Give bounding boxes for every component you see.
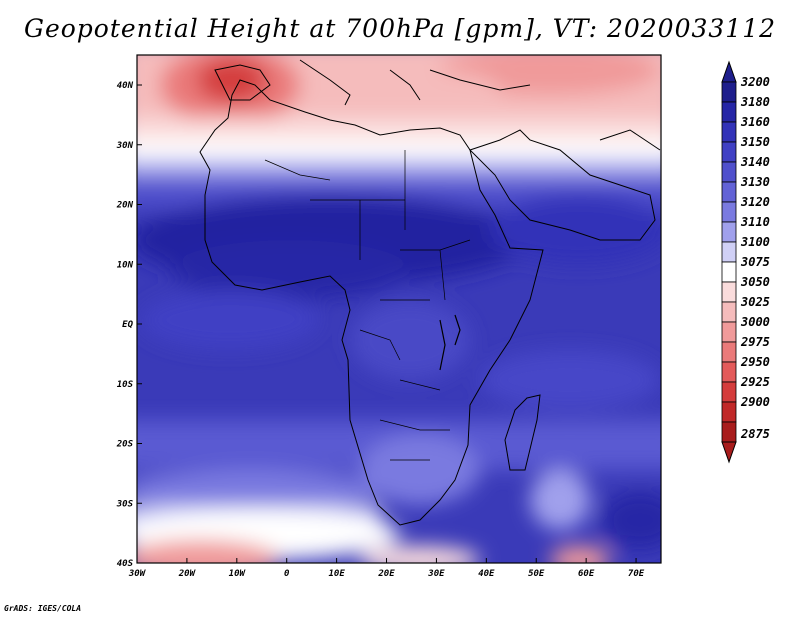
lon-tick-label: 50E (528, 569, 545, 579)
colorbar-swatch (721, 201, 737, 223)
colorbar-level-label: 3100 (740, 235, 770, 249)
lat-tick-label: 40S (117, 559, 134, 569)
europe-coastline (299, 59, 531, 106)
colorbar-swatch (721, 401, 737, 423)
map-frame (136, 54, 662, 564)
longitude-tick-labels: 30W 20W 10W 0 10E 20E 30E 40E 50E 60E 70E (128, 569, 645, 579)
colorbar-level-label: 3025 (740, 295, 770, 309)
lon-tick-label: 20W (178, 569, 197, 579)
colorbar-level-label: 2975 (740, 335, 770, 349)
colorbar-level-label: 2900 (740, 395, 770, 409)
lat-tick-label: 30N (116, 141, 134, 151)
colorbar-upper-arrow (721, 60, 737, 83)
lat-tick-label: 10N (117, 260, 134, 270)
colorbar-swatch (721, 141, 737, 163)
colorbar-level-label: 2875 (740, 427, 770, 441)
colorbar-level-label: 2950 (740, 355, 770, 369)
colorbar-swatch (721, 161, 737, 183)
lat-tick-label: 10S (117, 380, 134, 390)
lon-tick-label: 40E (478, 569, 495, 579)
lon-tick-label: 30E (427, 569, 445, 579)
country-borders (264, 150, 471, 461)
lon-tick-label: 30W (128, 569, 147, 579)
lat-tick-label: 40N (117, 81, 134, 91)
arabia-coastline (469, 129, 656, 241)
height-field (137, 55, 661, 563)
colorbar-lower-arrow (721, 441, 737, 464)
colorbar-level-label: 3120 (740, 195, 770, 209)
colorbar-swatch (721, 321, 737, 343)
tick-marks (136, 84, 637, 564)
latitude-tick-labels: 40N 30N 20N 10N EQ 10S 20S 30S 40S (116, 81, 134, 569)
lon-tick-label: 70E (628, 569, 645, 579)
coastlines (199, 59, 661, 526)
colorbar-swatch (721, 81, 737, 103)
lon-tick-label: 10W (229, 569, 247, 579)
colorbar-swatch (721, 421, 737, 443)
colorbar-swatch (721, 281, 737, 303)
colorbar: 3200 3180 3160 3150 3140 3130 3120 3110 3100 3075… (721, 60, 770, 464)
colorbar-level-label: 3180 (740, 95, 770, 109)
chart-title: Geopotential Height at 700hPa [gpm], VT:… (23, 14, 777, 43)
colorbar-swatch (721, 121, 737, 143)
colorbar-level-label: 3050 (740, 275, 770, 289)
iran-coastline (599, 129, 661, 151)
iberia-coastline (214, 64, 271, 101)
colorbar-level-label: 3160 (740, 115, 770, 129)
colorbar-swatch (721, 301, 737, 323)
africa-coastline (199, 79, 544, 526)
great-lakes (439, 314, 461, 371)
colorbar-level-label: 3075 (740, 255, 770, 269)
colorbar-level-label: 2925 (740, 375, 770, 389)
colorbar-level-label: 3000 (740, 315, 770, 329)
lon-tick-label: 0 (284, 569, 290, 579)
colorbar-level-label: 3200 (740, 75, 770, 89)
colorbar-swatch (721, 261, 737, 283)
lat-tick-label: 20N (116, 201, 134, 211)
colorbar-swatch (721, 221, 737, 243)
lon-tick-label: 20E (377, 569, 395, 579)
lat-tick-label: EQ (122, 320, 133, 330)
colorbar-swatch (721, 341, 737, 363)
colorbar-swatch (721, 101, 737, 123)
colorbar-swatch (721, 361, 737, 383)
colorbar-level-label: 3130 (740, 175, 770, 189)
colorbar-level-label: 3140 (740, 155, 770, 169)
grads-credit: GrADS: IGES/COLA (4, 604, 82, 613)
lon-tick-label: 60E (578, 569, 595, 579)
madagascar-coastline (504, 394, 541, 471)
colorbar-level-label: 3110 (740, 215, 770, 229)
map-panel (137, 55, 661, 563)
colorbar-swatch (721, 241, 737, 263)
colorbar-swatch (721, 181, 737, 203)
lat-tick-label: 30S (116, 499, 134, 509)
lat-tick-label: 20S (116, 440, 134, 450)
colorbar-swatch (721, 381, 737, 403)
lon-tick-label: 10E (328, 569, 345, 579)
colorbar-level-label: 3150 (740, 135, 770, 149)
